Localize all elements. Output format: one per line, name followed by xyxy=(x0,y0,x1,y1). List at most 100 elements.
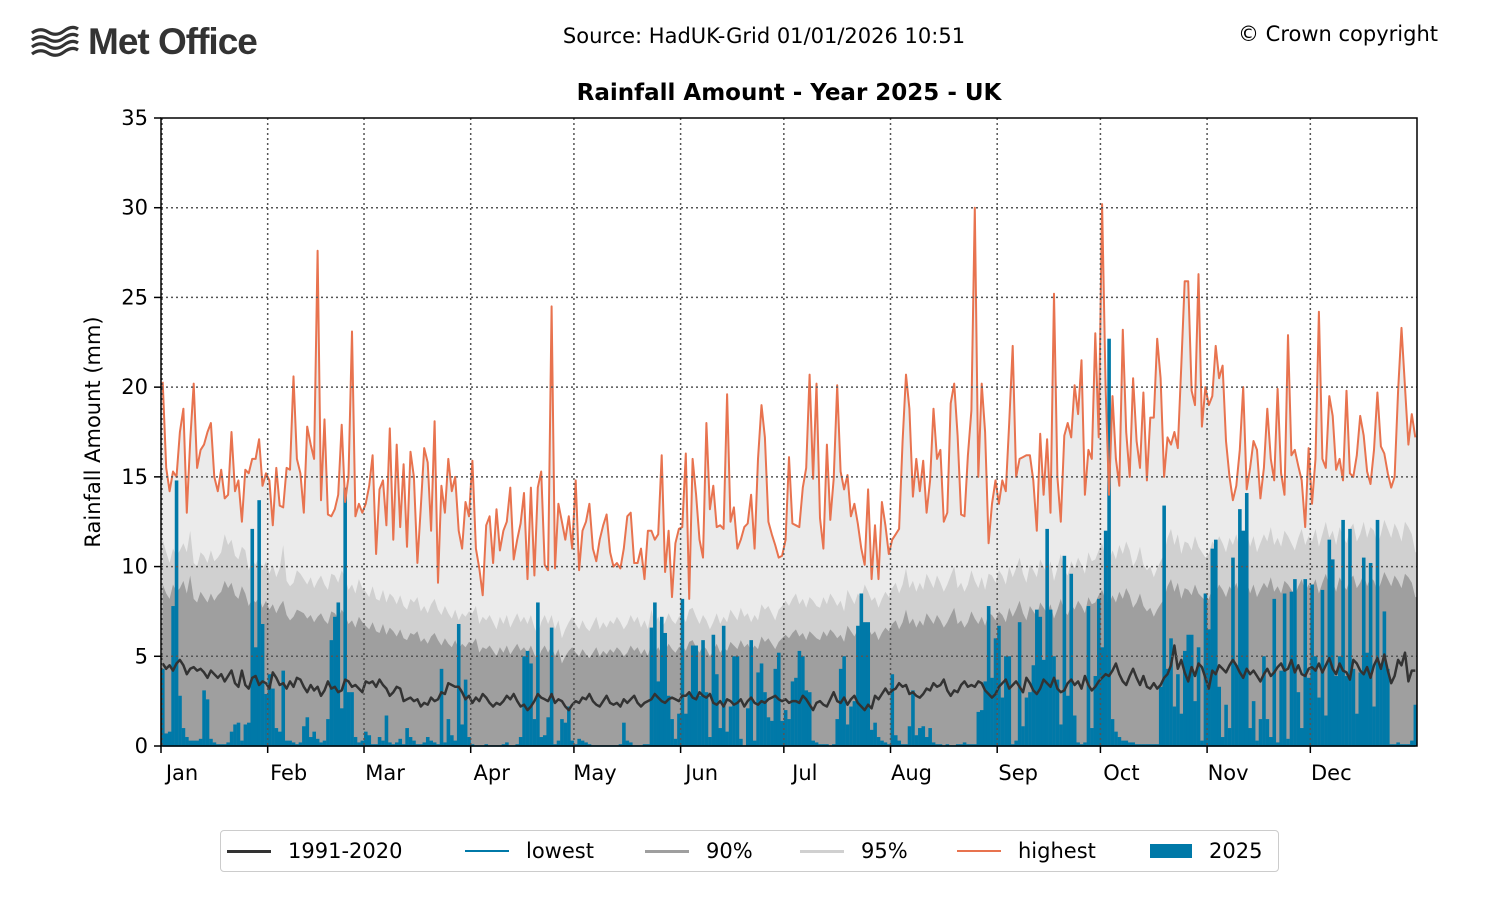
bar-2025 xyxy=(1269,737,1273,746)
bar-2025 xyxy=(711,634,716,746)
bar-2025 xyxy=(1183,650,1187,746)
bar-2025 xyxy=(1062,555,1067,746)
bar-2025 xyxy=(505,742,509,746)
bar-2025 xyxy=(405,728,409,746)
y-tick-label: 15 xyxy=(121,465,148,489)
bar-2025 xyxy=(670,719,674,746)
bar-2025 xyxy=(563,722,568,746)
bar-2025 xyxy=(928,728,932,746)
bar-2025 xyxy=(969,744,974,746)
bar-2025 xyxy=(343,487,347,746)
bar-2025 xyxy=(1107,338,1111,746)
bar-2025 xyxy=(862,622,867,746)
bar-2025 xyxy=(463,679,468,746)
bar-2025 xyxy=(797,650,802,746)
bar-2025 xyxy=(322,740,327,746)
bar-2025 xyxy=(814,742,819,746)
bar-2025 xyxy=(1193,701,1197,746)
bar-2025 xyxy=(1145,744,1149,746)
bar-2025 xyxy=(807,692,812,746)
bar-2025 xyxy=(484,744,489,746)
bar-2025 xyxy=(264,693,268,746)
bar-2025 xyxy=(649,627,654,746)
bar-2025 xyxy=(1389,744,1394,746)
y-tick-label: 0 xyxy=(135,734,148,758)
bar-2025 xyxy=(467,737,471,746)
bar-2025 xyxy=(278,731,282,746)
bar-2025 xyxy=(1069,573,1074,746)
bar-2025 xyxy=(976,711,981,746)
bar-2025 xyxy=(1052,656,1056,746)
bar-2025 xyxy=(1186,634,1191,746)
bar-2025 xyxy=(229,731,234,746)
legend-label: lowest xyxy=(526,839,594,863)
bar-2025 xyxy=(684,713,688,746)
bar-2025 xyxy=(456,623,461,746)
bar-2025 xyxy=(794,677,798,746)
bar-2025 xyxy=(1017,622,1022,746)
bar-2025 xyxy=(408,737,413,746)
waves-logo-icon xyxy=(31,25,79,57)
legend-item-highest: highest xyxy=(957,831,1096,871)
bar-2025 xyxy=(1224,704,1228,746)
bar-2025 xyxy=(167,731,172,746)
bar-2025 xyxy=(1296,692,1301,746)
bar-2025 xyxy=(577,738,581,746)
bar-2025 xyxy=(1200,740,1204,746)
bar-2025 xyxy=(931,742,936,746)
bar-2025 xyxy=(914,735,919,746)
bar-2025 xyxy=(1179,713,1184,746)
bar-2025 xyxy=(281,670,286,746)
bar-2025 xyxy=(1351,668,1356,746)
bar-2025 xyxy=(470,744,475,746)
bar-2025 xyxy=(1355,713,1359,746)
bar-2025 xyxy=(1203,593,1208,746)
bar-2025 xyxy=(1238,509,1242,746)
bar-2025 xyxy=(1014,740,1018,746)
bar-2025 xyxy=(979,710,984,746)
bar-2025 xyxy=(1117,737,1122,746)
bar-2025 xyxy=(701,640,705,746)
bar-2025 xyxy=(1162,505,1166,746)
bar-2025 xyxy=(1306,677,1311,746)
bar-2025 xyxy=(1169,638,1173,746)
bar-2025 xyxy=(209,738,213,746)
bar-2025 xyxy=(222,744,227,746)
bar-2025 xyxy=(659,616,664,746)
bar-2025 xyxy=(1334,676,1338,746)
bar-2025 xyxy=(673,738,678,746)
month-label: Jul xyxy=(790,761,817,785)
bar-2025 xyxy=(708,737,712,746)
bar-2025 xyxy=(983,681,988,746)
bar-2025 xyxy=(739,738,743,746)
bar-2025 xyxy=(219,744,224,746)
mean-1991-2020-line xyxy=(161,644,1416,712)
bar-2025 xyxy=(732,656,736,746)
bar-2025 xyxy=(770,720,774,746)
bar-2025 xyxy=(962,742,967,746)
bar-2025 xyxy=(271,688,275,746)
bar-2025 xyxy=(1231,557,1235,746)
bar-2025 xyxy=(1396,742,1400,746)
bar-2025 xyxy=(549,627,554,746)
bar-2025 xyxy=(515,744,520,746)
legend-item-lowest: lowest xyxy=(465,831,594,871)
bar-2025 xyxy=(966,744,970,746)
legend-swatch-mean xyxy=(227,849,271,853)
bar-2025 xyxy=(305,717,310,746)
legend-swatch-highest xyxy=(957,850,1001,852)
bar-2025 xyxy=(584,742,588,746)
data-source: Source: HadUK-Grid 01/01/2026 10:51 xyxy=(562,24,966,48)
bar-2025 xyxy=(721,625,726,746)
month-label: Apr xyxy=(474,761,511,785)
bar-2025 xyxy=(560,719,564,746)
bar-2025 xyxy=(367,735,372,746)
bar-2025 xyxy=(1255,740,1259,746)
bar-2025 xyxy=(580,740,585,746)
bar-2025 xyxy=(893,735,898,746)
bar-2025 xyxy=(419,744,423,746)
bar-2025 xyxy=(1327,539,1332,746)
bar-2025 xyxy=(986,606,991,746)
legend-item-p90: 90% xyxy=(645,831,753,871)
bar-2025 xyxy=(852,701,857,746)
